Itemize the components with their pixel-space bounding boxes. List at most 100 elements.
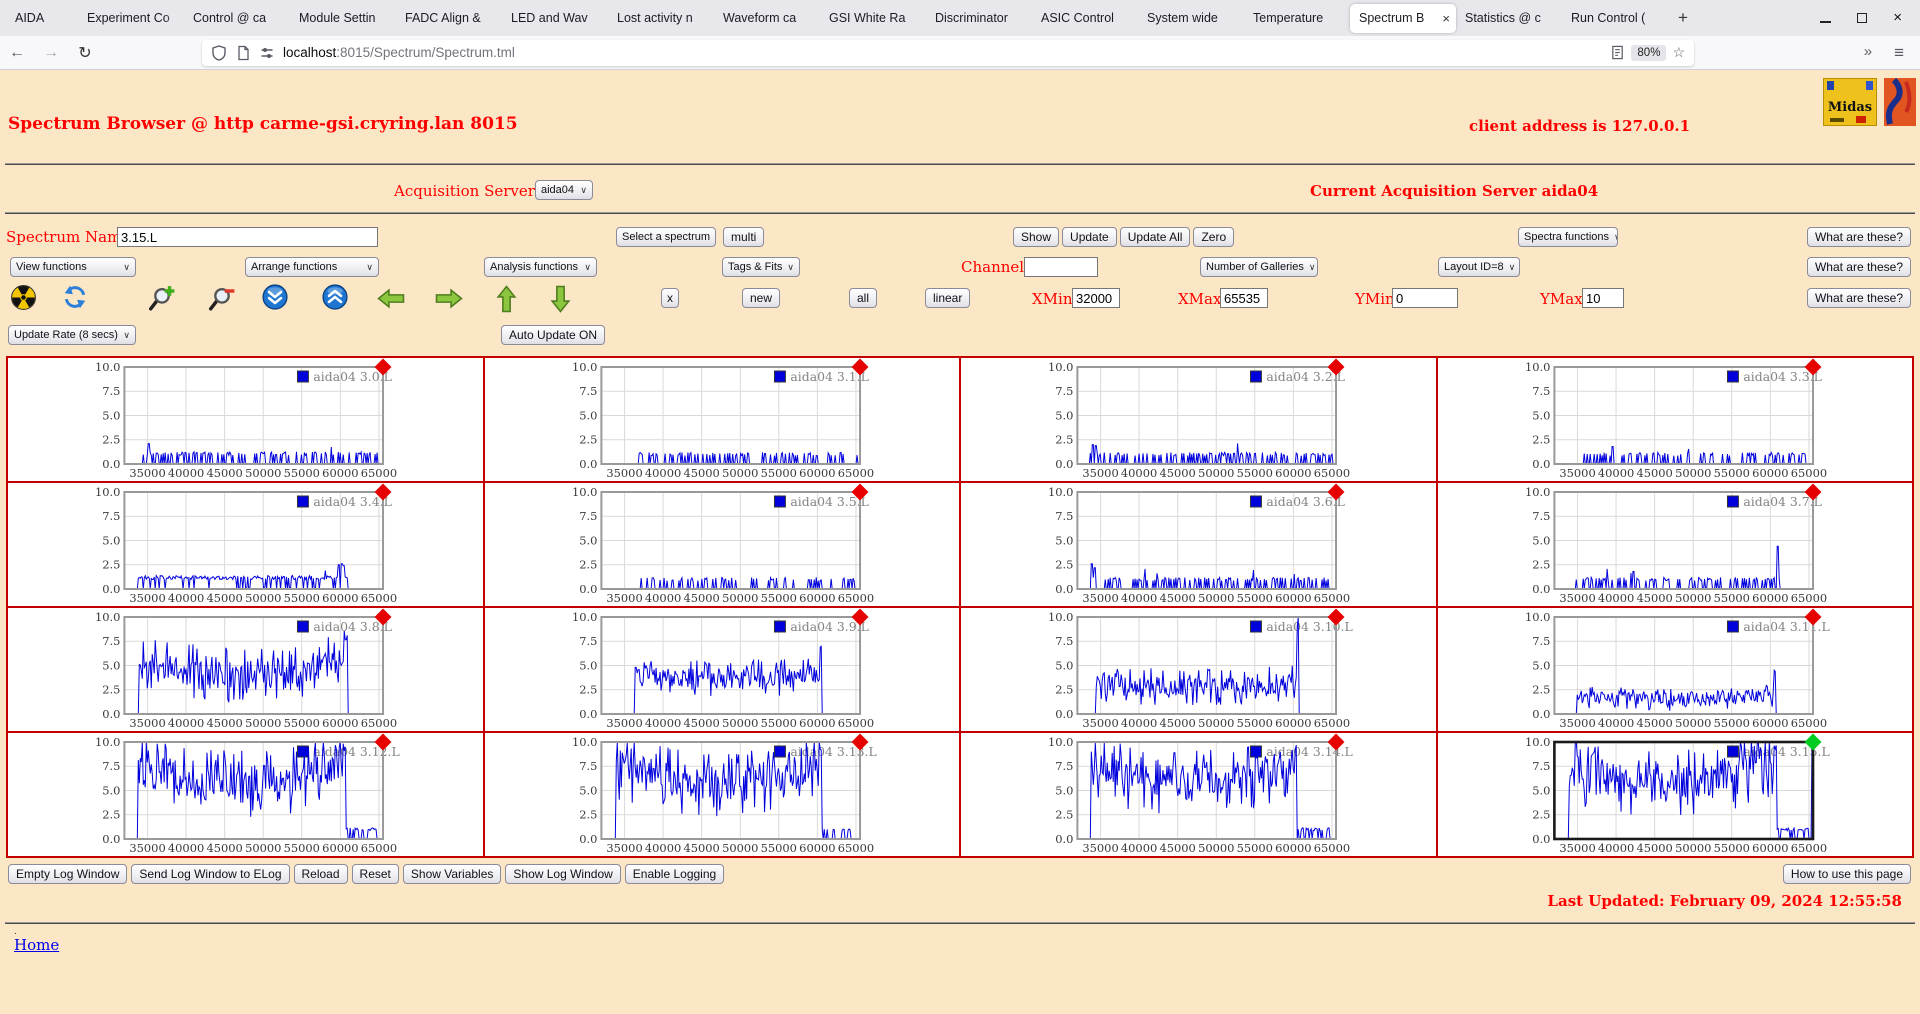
- browser-tab-module-settin[interactable]: Module Settin: [290, 3, 396, 33]
- reader-view-icon[interactable]: [1610, 45, 1625, 60]
- browser-tab-led-and-wav[interactable]: LED and Wav: [502, 3, 608, 33]
- spectrum-name-input[interactable]: [117, 227, 378, 247]
- all-button[interactable]: all: [849, 288, 878, 308]
- linear-button[interactable]: linear: [925, 288, 971, 308]
- spectrum-cell-aida04-3.8.L[interactable]: 10.0 7.5 5.0 2.5 0.0 35000 40000 45000 50000 5500…: [8, 608, 483, 731]
- spectrum-chart: 10.0 7.5 5.0 2.5 0.0 35000 40000 45000 50000 5500…: [1524, 608, 1829, 730]
- enable-logging-button[interactable]: Enable Logging: [624, 864, 725, 884]
- channel-input[interactable]: [1024, 257, 1098, 277]
- update-button[interactable]: Update: [1062, 227, 1117, 247]
- browser-tab-aida[interactable]: AIDA: [6, 3, 78, 33]
- analysis-functions-dropdown[interactable]: Analysis functions ∨: [484, 257, 597, 277]
- acquisition-server-select[interactable]: aida04 ∨: [535, 180, 593, 200]
- browser-tab-control-ca[interactable]: Control @ ca: [184, 3, 290, 33]
- empty-log-window-button[interactable]: Empty Log Window: [8, 864, 128, 884]
- send-log-window-to-elog-button[interactable]: Send Log Window to ELog: [131, 864, 290, 884]
- spectrum-cell-aida04-3.10.L[interactable]: 10.0 7.5 5.0 2.5 0.0 35000 40000 45000 50000 5500…: [961, 608, 1436, 731]
- reset-button[interactable]: Reset: [351, 864, 399, 884]
- browser-tab-system-wide[interactable]: System wide: [1138, 3, 1244, 33]
- overflow-menu-icon[interactable]: »: [1863, 42, 1873, 60]
- window-maximize-icon[interactable]: [1857, 13, 1868, 23]
- url-bar[interactable]: localhost:8015/Spectrum/Spectrum.tml 80%…: [202, 39, 1694, 66]
- svg-text:aida04 3.4.L: aida04 3.4.L: [313, 494, 391, 509]
- browser-tab-run-control[interactable]: Run Control (: [1562, 3, 1668, 33]
- show-button[interactable]: Show: [1013, 227, 1060, 247]
- back-button[interactable]: ←: [9, 43, 25, 61]
- app-menu-icon[interactable]: ≡: [1894, 42, 1904, 62]
- reload-button[interactable]: Reload: [293, 864, 348, 884]
- browser-tab-spectrum-b[interactable]: Spectrum B ×: [1350, 3, 1456, 33]
- spectrum-cell-aida04-3.13.L[interactable]: 10.0 7.5 5.0 2.5 0.0 35000 40000 45000 50000 5500…: [484, 733, 959, 856]
- ymax-input[interactable]: [1582, 288, 1624, 308]
- spectrum-cell-aida04-3.9.L[interactable]: 10.0 7.5 5.0 2.5 0.0 35000 40000 45000 50000 5500…: [484, 608, 959, 731]
- spectrum-cell-aida04-3.12.L[interactable]: 10.0 7.5 5.0 2.5 0.0 35000 40000 45000 50000 5500…: [8, 733, 483, 856]
- arrow-up-icon[interactable]: [494, 284, 519, 314]
- number-of-galleries-dropdown[interactable]: Number of Galleries ∨: [1200, 257, 1318, 277]
- arrow-right-icon[interactable]: [434, 286, 464, 311]
- browser-tab-experiment-co[interactable]: Experiment Co: [78, 3, 184, 33]
- view-functions-dropdown[interactable]: View functions ∨: [10, 257, 136, 277]
- new-tab-button[interactable]: +: [1678, 8, 1688, 27]
- update-all-button[interactable]: Update All: [1119, 227, 1191, 247]
- bookmark-star-icon[interactable]: ☆: [1672, 44, 1685, 60]
- svg-text:5.0: 5.0: [102, 783, 120, 797]
- zoom-level-badge[interactable]: 80%: [1631, 44, 1667, 61]
- spectrum-cell-aida04-3.7.L[interactable]: 10.0 7.5 5.0 2.5 0.0 35000 40000 45000 50000 5500…: [1437, 483, 1912, 606]
- tab-close-icon[interactable]: ×: [1440, 10, 1450, 26]
- browser-tab-waveform-ca[interactable]: Waveform ca: [714, 3, 820, 33]
- shield-icon[interactable]: [211, 44, 227, 61]
- what-are-these-button-3[interactable]: What are these?: [1806, 288, 1911, 308]
- spectrum-cell-aida04-3.4.L[interactable]: 10.0 7.5 5.0 2.5 0.0 35000 40000 45000 50000 5500…: [8, 483, 483, 606]
- spectrum-cell-aida04-3.11.L[interactable]: 10.0 7.5 5.0 2.5 0.0 35000 40000 45000 50000 5500…: [1437, 608, 1912, 731]
- ymin-input[interactable]: [1392, 288, 1458, 308]
- reload-button[interactable]: ↻: [78, 44, 92, 62]
- arrow-down-icon[interactable]: [548, 284, 573, 314]
- show-variables-button[interactable]: Show Variables: [402, 864, 502, 884]
- update-rate-dropdown[interactable]: Update Rate (8 secs) ∨: [8, 325, 136, 345]
- how-to-use-button[interactable]: How to use this page: [1782, 864, 1911, 884]
- home-link[interactable]: Home: [14, 936, 60, 954]
- refresh-icon[interactable]: [62, 284, 88, 310]
- page-info-icon[interactable]: [235, 45, 251, 61]
- multi-button[interactable]: multi: [723, 227, 765, 247]
- browser-tab-temperature[interactable]: Temperature: [1244, 3, 1350, 33]
- zoom-in-icon[interactable]: [148, 284, 176, 312]
- browser-tab-fadc-align[interactable]: FADC Align &: [396, 3, 502, 33]
- permissions-icon[interactable]: [259, 45, 275, 61]
- spectrum-cell-aida04-3.5.L[interactable]: 10.0 7.5 5.0 2.5 0.0 35000 40000 45000 50000 5500…: [484, 483, 959, 606]
- xmin-input[interactable]: [1072, 288, 1120, 308]
- select-spectrum-dropdown[interactable]: Select a spectrum∨: [616, 227, 716, 247]
- spectrum-cell-aida04-3.3.L[interactable]: 10.0 7.5 5.0 2.5 0.0 35000 40000 45000 50000 5500…: [1437, 358, 1912, 481]
- window-close-icon[interactable]: ×: [1893, 9, 1902, 26]
- spectrum-cell-aida04-3.1.L[interactable]: 10.0 7.5 5.0 2.5 0.0 35000 40000 45000 50000 5500…: [484, 358, 959, 481]
- spectrum-cell-aida04-3.15.L[interactable]: 10.0 7.5 5.0 2.5 0.0 35000 40000 45000 50000 5500…: [1437, 733, 1912, 856]
- what-are-these-button-1[interactable]: What are these?: [1806, 227, 1911, 247]
- browser-tab-lost-activity-n[interactable]: Lost activity n: [608, 3, 714, 33]
- show-log-window-button[interactable]: Show Log Window: [505, 864, 621, 884]
- arrange-functions-dropdown[interactable]: Arrange functions ∨: [245, 257, 379, 277]
- spectrum-cell-aida04-3.2.L[interactable]: 10.0 7.5 5.0 2.5 0.0 35000 40000 45000 50000 5500…: [961, 358, 1436, 481]
- browser-tab-discriminator[interactable]: Discriminator: [926, 3, 1032, 33]
- zero-button[interactable]: Zero: [1193, 227, 1235, 247]
- x-button[interactable]: x: [661, 288, 679, 308]
- zoom-out-icon[interactable]: [208, 284, 236, 312]
- scroll-up-icon[interactable]: [322, 284, 348, 310]
- what-are-these-button-2[interactable]: What are these?: [1806, 257, 1911, 277]
- window-minimize-icon[interactable]: [1820, 21, 1832, 23]
- arrow-left-icon[interactable]: [376, 286, 406, 311]
- layout-id-dropdown[interactable]: Layout ID=8 ∨: [1438, 257, 1520, 277]
- browser-tab-asic-control[interactable]: ASIC Control: [1032, 3, 1138, 33]
- spectrum-cell-aida04-3.14.L[interactable]: 10.0 7.5 5.0 2.5 0.0 35000 40000 45000 50000 5500…: [961, 733, 1436, 856]
- xmax-input[interactable]: [1220, 288, 1268, 308]
- radiation-icon[interactable]: [10, 284, 37, 311]
- spectrum-cell-aida04-3.0.L[interactable]: 10.0 7.5 5.0 2.5 0.0 35000 40000 45000 50000 5500…: [8, 358, 483, 481]
- auto-update-button[interactable]: Auto Update ON: [501, 325, 606, 345]
- tags-fits-dropdown[interactable]: Tags & Fits ∨: [722, 257, 800, 277]
- new-button[interactable]: new: [742, 288, 781, 308]
- scroll-down-icon[interactable]: [262, 284, 288, 310]
- spectra-functions-dropdown[interactable]: Spectra functions∨: [1518, 227, 1618, 247]
- browser-tab-statistics-c[interactable]: Statistics @ c: [1456, 3, 1562, 33]
- browser-tab-gsi-white-ra[interactable]: GSI White Ra: [820, 3, 926, 33]
- forward-button[interactable]: →: [43, 43, 59, 61]
- spectrum-cell-aida04-3.6.L[interactable]: 10.0 7.5 5.0 2.5 0.0 35000 40000 45000 50000 5500…: [961, 483, 1436, 606]
